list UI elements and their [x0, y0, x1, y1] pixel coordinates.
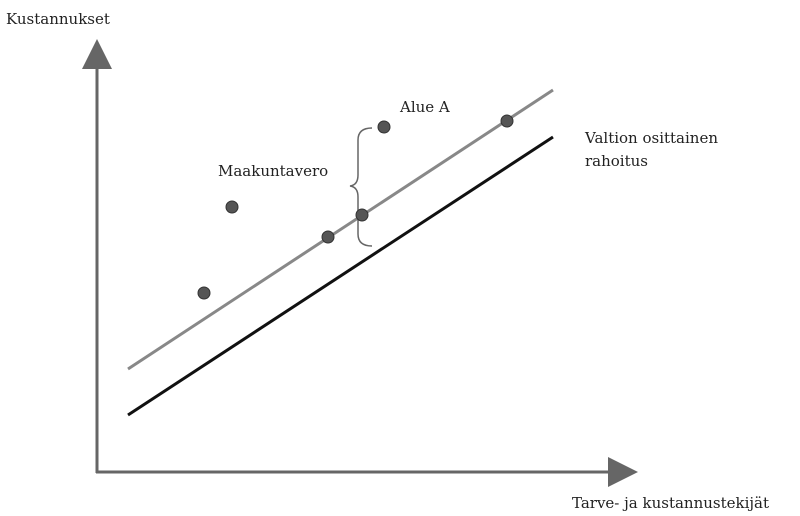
- point: [377, 120, 391, 134]
- brace-label: Maakuntavero: [218, 162, 328, 180]
- line-label: rahoitus: [585, 152, 648, 170]
- point-label: Alue A: [399, 98, 450, 116]
- y-axis-label: Kustannukset: [6, 10, 110, 28]
- brace: [349, 127, 373, 247]
- x-axis-label: Tarve- ja kustannustekijät: [572, 494, 769, 512]
- point: [500, 114, 514, 128]
- point: [197, 286, 211, 300]
- point: [321, 230, 335, 244]
- point: [225, 200, 239, 214]
- point: [355, 208, 369, 222]
- points: [197, 114, 514, 300]
- gray-line: [127, 88, 554, 371]
- black-line: [127, 135, 554, 417]
- line-label: Valtion osittainen: [584, 129, 718, 147]
